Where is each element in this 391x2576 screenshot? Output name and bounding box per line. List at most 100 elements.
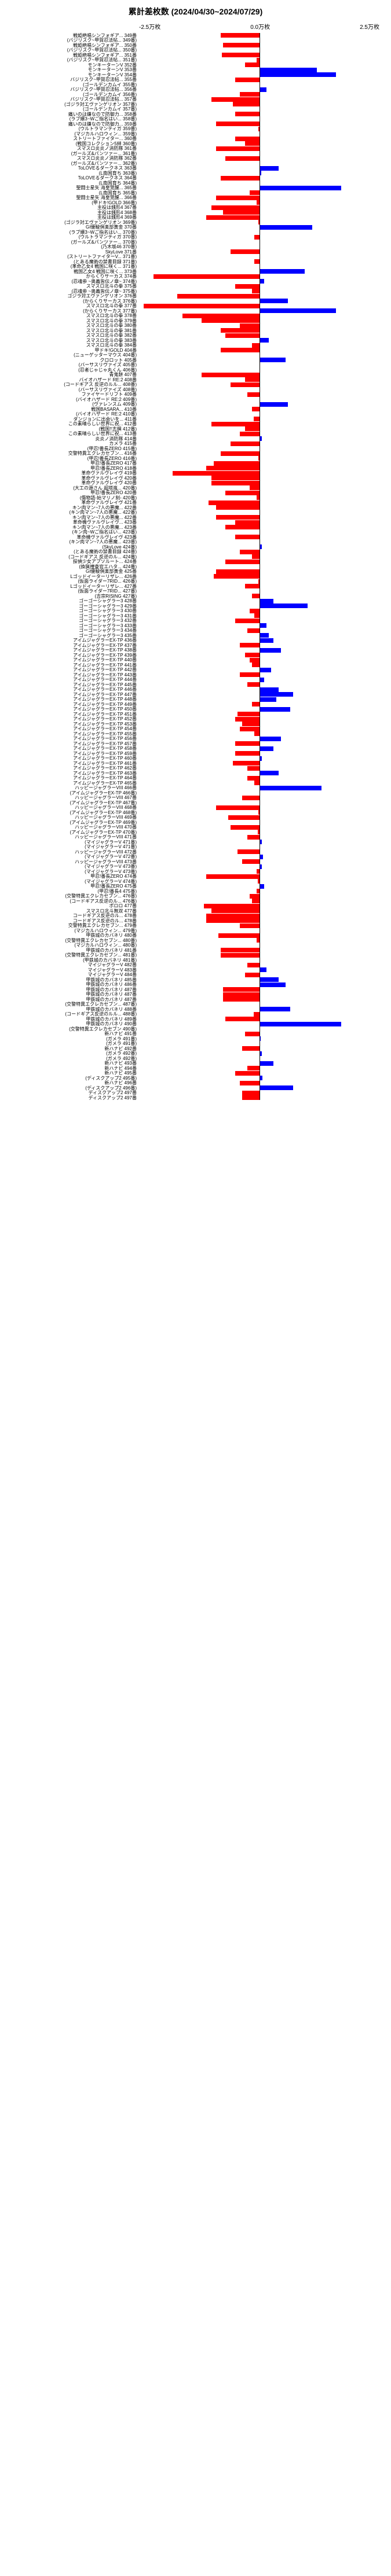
bar (211, 422, 260, 426)
bar (235, 717, 260, 722)
bar (221, 176, 259, 181)
bar (260, 771, 279, 775)
bar (260, 225, 312, 230)
bar (221, 953, 259, 958)
bar (254, 613, 259, 618)
bar (260, 737, 281, 741)
bar (235, 1071, 260, 1076)
bar (260, 603, 308, 608)
bar (250, 609, 260, 613)
row-label: ディスクアップ2 497番 (12, 1095, 139, 1101)
bar (260, 697, 276, 702)
bar (245, 1032, 260, 1036)
bar (216, 569, 260, 574)
bar (242, 722, 259, 726)
bar (225, 491, 259, 495)
bar (254, 235, 259, 240)
bar (225, 156, 259, 161)
bar (222, 53, 260, 57)
bar (260, 299, 288, 303)
bar (260, 72, 337, 77)
bar (247, 766, 260, 771)
bar (254, 781, 259, 785)
bar (204, 904, 259, 908)
bar (247, 392, 260, 397)
bar (218, 933, 260, 938)
bar (260, 358, 286, 362)
bar (252, 702, 259, 706)
bar (252, 289, 259, 293)
bar (260, 746, 274, 751)
bar (216, 505, 260, 510)
bar (254, 417, 260, 421)
bar (240, 672, 259, 677)
bar (223, 997, 259, 1002)
bar (260, 599, 274, 603)
bar (202, 373, 260, 377)
chart-container: 累計差枚数 (2024/04/30~2024/07/29) -2.5万枚 0.0… (0, 0, 391, 1106)
bar (254, 259, 259, 264)
bar (260, 279, 264, 284)
bar (242, 1046, 259, 1051)
bar (260, 87, 266, 92)
bar (206, 918, 259, 923)
bar (240, 550, 259, 554)
bar (245, 653, 260, 657)
bar (240, 643, 259, 647)
bar (216, 146, 260, 151)
bar (240, 727, 259, 731)
bar (250, 190, 260, 195)
bar (240, 92, 259, 97)
chart-area: 戦姫絶唱シンフォギア... 349番(バジリスク~甲賀忍法帖... 349番)戦… (12, 33, 379, 1100)
bar (235, 741, 260, 746)
data-row: ディスクアップ2 497番 (12, 1095, 379, 1100)
bar (250, 485, 260, 490)
bar (245, 377, 260, 382)
bar (260, 648, 281, 653)
bar (260, 1085, 293, 1090)
bar (252, 554, 259, 559)
bar (260, 982, 286, 987)
bar (247, 628, 260, 633)
bar (216, 805, 260, 810)
bar (144, 304, 259, 308)
bar (235, 137, 260, 141)
bar (260, 884, 264, 889)
bar (240, 1081, 259, 1085)
bar (235, 619, 260, 623)
bar (247, 682, 260, 687)
bar (211, 205, 260, 210)
bar (206, 874, 259, 879)
bar (216, 196, 260, 200)
bar (260, 678, 264, 682)
bar (214, 461, 260, 466)
bar (247, 1066, 260, 1070)
bar (240, 923, 259, 928)
bar (223, 992, 259, 997)
bar (206, 466, 259, 470)
bar (216, 122, 260, 126)
bar (228, 815, 260, 820)
bar (260, 707, 291, 712)
bar (247, 776, 260, 781)
bar (225, 560, 259, 564)
bar (221, 328, 259, 333)
bar (260, 269, 305, 274)
bar (173, 471, 259, 476)
bar (223, 987, 259, 992)
bar (242, 859, 259, 864)
bar (260, 338, 269, 343)
axis-mid: 0.0万枚 (250, 22, 270, 31)
bar (260, 633, 269, 638)
bar (252, 594, 259, 598)
bar (260, 687, 279, 692)
bar (250, 894, 260, 899)
axis-labels: -2.5万枚 0.0万枚 2.5万枚 (139, 22, 379, 31)
bar (235, 112, 260, 116)
bar (154, 274, 260, 279)
bar (177, 294, 259, 299)
bar (211, 476, 260, 480)
bar (231, 441, 260, 446)
bar (211, 908, 260, 913)
bar (223, 43, 259, 47)
